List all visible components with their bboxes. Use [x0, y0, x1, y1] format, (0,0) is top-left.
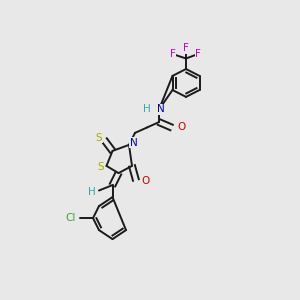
Text: O: O [141, 176, 150, 187]
Text: H: H [143, 104, 151, 115]
Text: S: S [97, 162, 104, 172]
Text: O: O [177, 122, 185, 133]
Text: F: F [195, 49, 201, 59]
Text: H: H [88, 187, 96, 197]
Text: F: F [183, 43, 189, 53]
Text: N: N [130, 137, 137, 148]
Text: S: S [96, 133, 102, 143]
Text: Cl: Cl [65, 213, 76, 223]
Text: F: F [169, 49, 175, 59]
Text: N: N [157, 104, 164, 115]
